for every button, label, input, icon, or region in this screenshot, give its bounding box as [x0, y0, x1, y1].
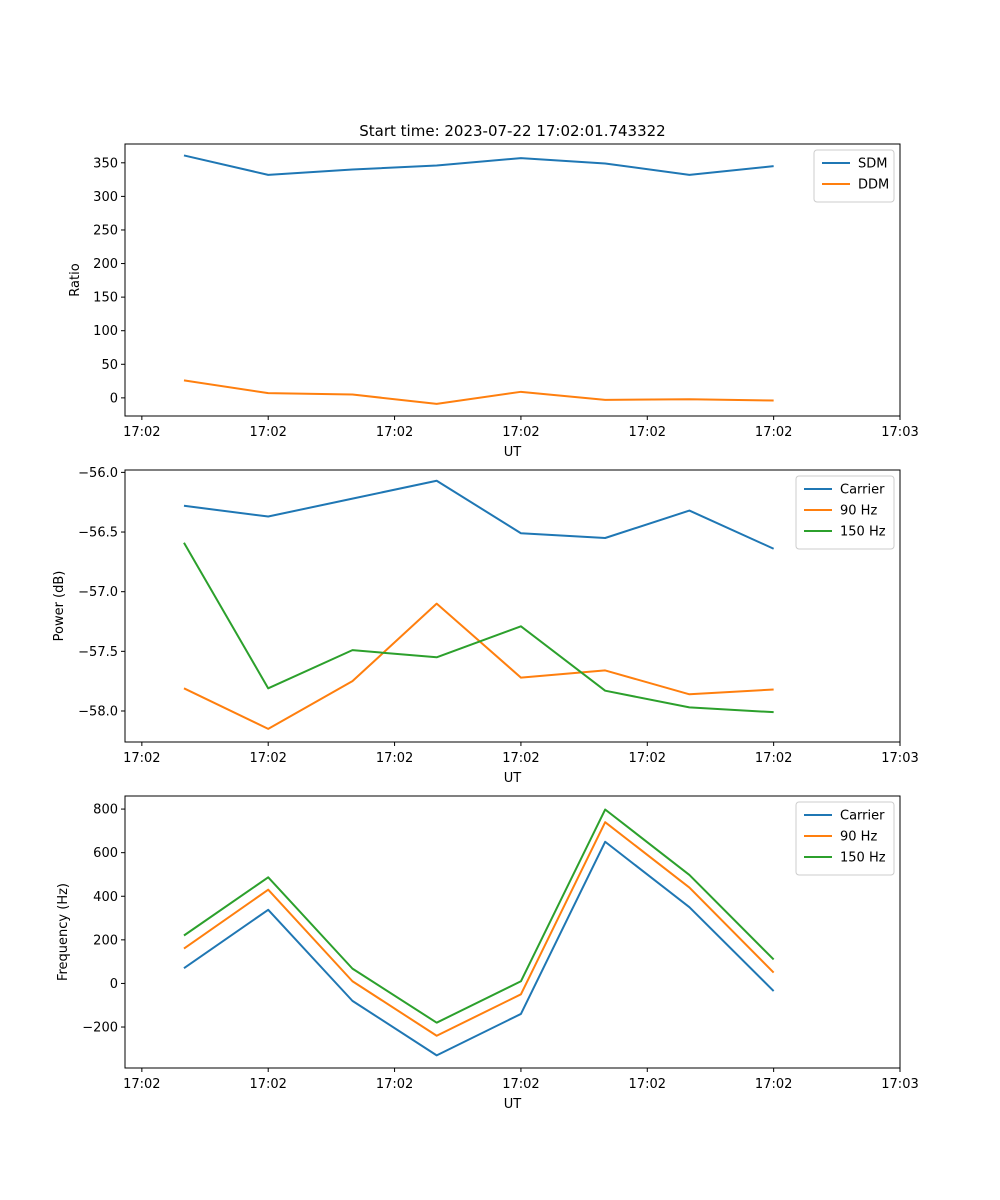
power-x-axis-label: UT	[504, 771, 522, 786]
frequency-x-tick-label: 17:02	[629, 1077, 666, 1092]
ratio-y-tick-label: 150	[93, 291, 118, 306]
frequency-axes-frame	[124, 795, 901, 1069]
power-series-150-hz-line	[183, 542, 774, 714]
power-axes-frame	[124, 469, 901, 743]
ratio-subplot: 17:02 17:02 17:02 17:02 17:02 17:02 17:03 0 50 10…	[68, 143, 919, 460]
ratio-axes-frame	[124, 143, 901, 417]
frequency-legend-label: 150 Hz	[840, 851, 886, 866]
ratio-legend-label: DDM	[858, 178, 889, 193]
frequency-x-tick-label: 17:02	[249, 1077, 286, 1092]
frequency-y-tick-label: 800	[93, 803, 118, 818]
power-y-tick-label: −57.5	[78, 645, 118, 660]
power-x-tick-label: 17:02	[755, 751, 792, 766]
power-y-tick-label: −57.0	[78, 585, 118, 600]
power-series-90-hz-line	[183, 602, 774, 730]
frequency-x-tick-label: 17:02	[502, 1077, 539, 1092]
power-x-tick-label: 17:02	[376, 751, 413, 766]
frequency-y-tick-label: 600	[93, 846, 118, 861]
ratio-x-tick-label: 17:02	[123, 425, 160, 440]
power-y-tick-label: −56.0	[78, 466, 118, 481]
ratio-legend-label: SDM	[858, 157, 887, 172]
ratio-y-tick-label: 300	[93, 190, 118, 205]
frequency-x-tick-label: 17:03	[881, 1077, 918, 1092]
ratio-x-tick-label: 17:02	[502, 425, 539, 440]
frequency-x-axis-label: UT	[504, 1097, 522, 1112]
ratio-x-tick-label: 17:02	[376, 425, 413, 440]
frequency-y-tick-label: −200	[82, 1021, 118, 1036]
ratio-y-tick-label: 200	[93, 257, 118, 272]
frequency-series-carrier-line	[183, 840, 775, 1057]
frequency-y-tick-label: 400	[93, 890, 118, 905]
power-legend-label: Carrier	[840, 483, 885, 498]
frequency-y-tick-label: 0	[110, 977, 118, 992]
power-x-tick-label: 17:02	[502, 751, 539, 766]
power-y-tick-label: −56.5	[78, 526, 118, 541]
power-legend-label: 90 Hz	[840, 504, 877, 519]
ratio-x-axis-label: UT	[504, 445, 522, 460]
frequency-x-tick-label: 17:02	[123, 1077, 160, 1092]
ratio-y-tick-label: 0	[110, 391, 118, 406]
ratio-x-tick-label: 17:02	[249, 425, 286, 440]
ratio-x-tick-label: 17:03	[881, 425, 918, 440]
power-x-tick-label: 17:02	[629, 751, 666, 766]
ratio-x-tick-label: 17:02	[755, 425, 792, 440]
figure-title: Start time: 2023-07-22 17:02:01.743322	[359, 122, 665, 140]
power-series-carrier-line	[183, 479, 775, 550]
frequency-legend-label: 90 Hz	[840, 830, 877, 845]
frequency-y-axis-label: Frequency (Hz)	[56, 883, 71, 981]
ratio-y-tick-label: 50	[101, 358, 118, 373]
power-x-tick-label: 17:03	[881, 751, 918, 766]
ratio-x-tick-label: 17:02	[629, 425, 666, 440]
ratio-y-axis-label: Ratio	[68, 263, 83, 296]
frequency-legend: Carrier 90 Hz 150 Hz	[795, 801, 895, 876]
ratio-y-tick-label: 250	[93, 223, 118, 238]
ratio-y-tick-label: 100	[93, 324, 118, 339]
frequency-x-tick-label: 17:02	[755, 1077, 792, 1092]
power-y-axis-label: Power (dB)	[52, 571, 67, 642]
power-x-tick-label: 17:02	[123, 751, 160, 766]
power-y-tick-label: −58.0	[78, 704, 118, 719]
power-legend-label: 150 Hz	[840, 525, 886, 540]
frequency-legend-label: Carrier	[840, 809, 885, 824]
ratio-legend: SDM DDM	[813, 149, 895, 203]
ratio-y-tick-label: 350	[93, 156, 118, 171]
frequency-series-150-hz-line	[183, 808, 775, 1024]
frequency-x-tick-label: 17:02	[376, 1077, 413, 1092]
power-subplot: 17:02 17:02 17:02 17:02 17:02 17:02 17:03 −58.0…	[52, 466, 919, 786]
frequency-subplot: 17:02 17:02 17:02 17:02 17:02 17:02 17:03 −200 0…	[56, 795, 919, 1112]
power-legend: Carrier 90 Hz 150 Hz	[795, 475, 895, 550]
ratio-series-ddm-line	[183, 379, 774, 405]
frequency-series-90-hz-line	[183, 821, 775, 1037]
ratio-series-sdm-line	[183, 154, 774, 176]
frequency-y-tick-label: 200	[93, 933, 118, 948]
power-x-tick-label: 17:02	[249, 751, 286, 766]
